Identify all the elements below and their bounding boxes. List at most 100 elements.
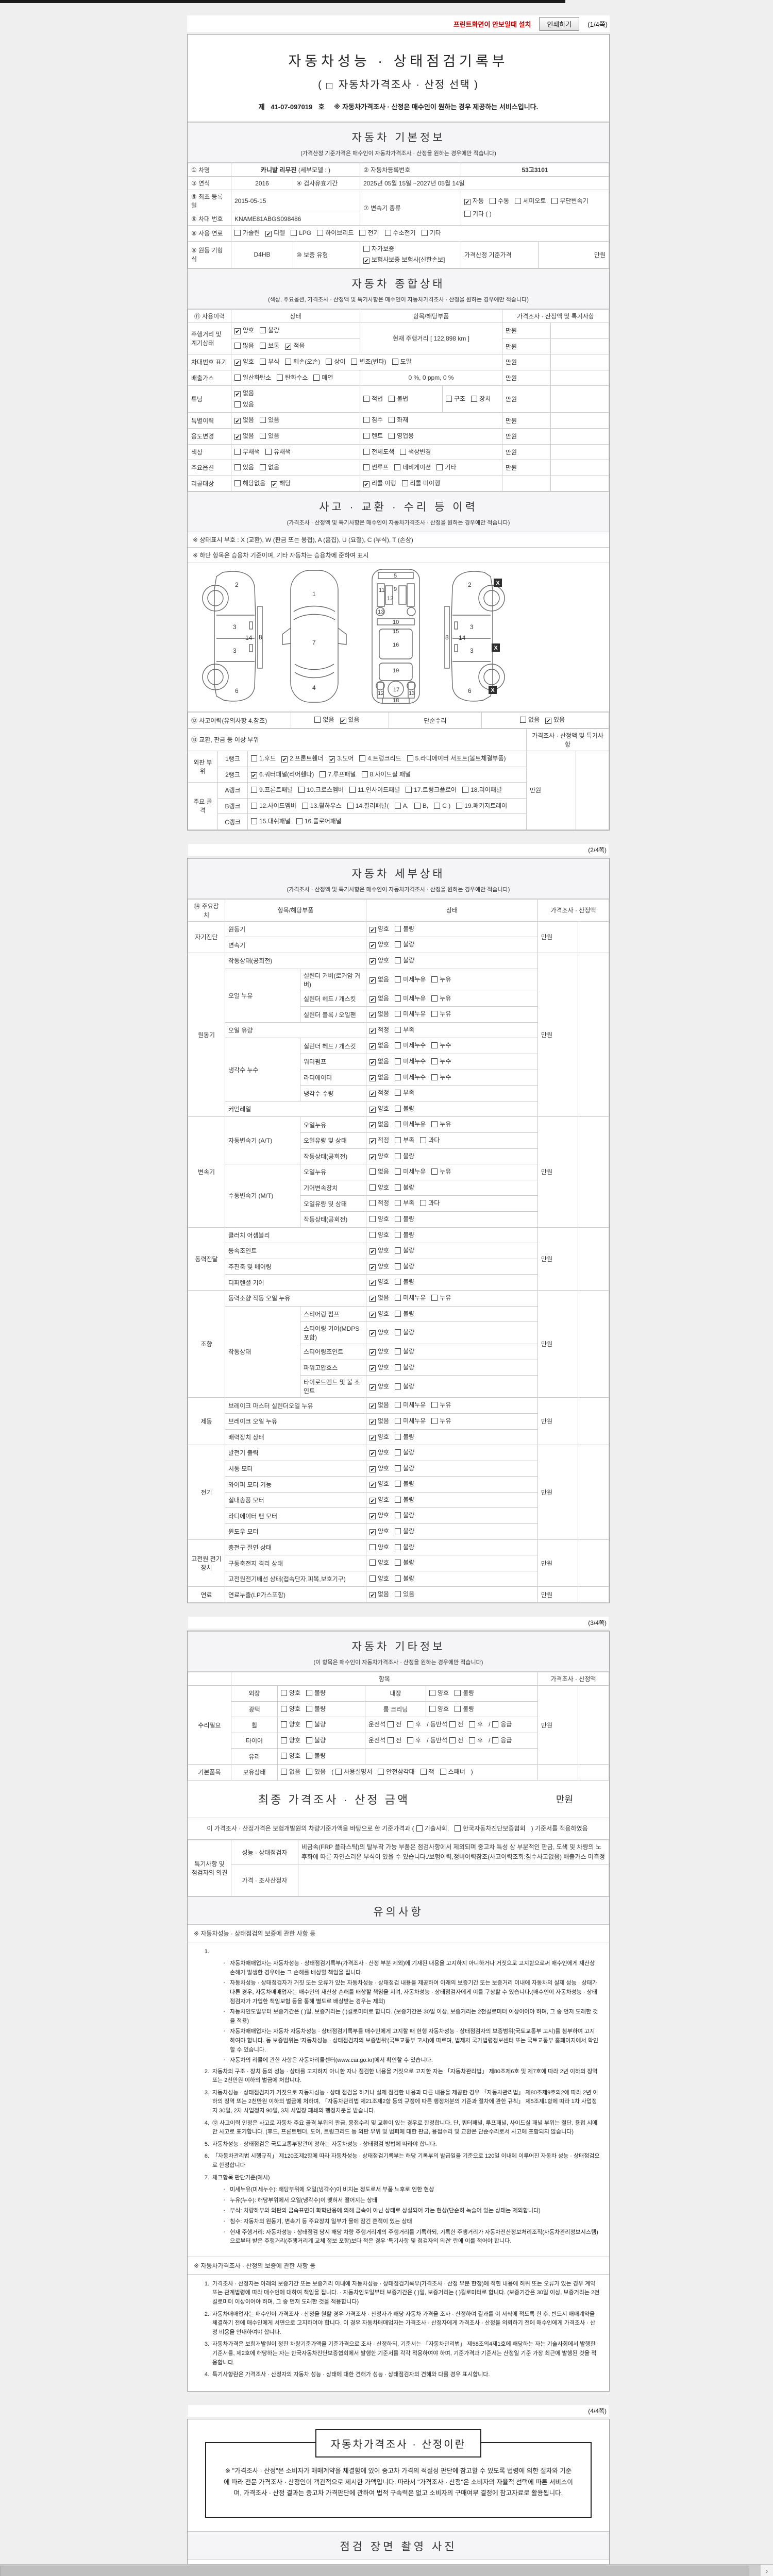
checkbox-unchecked: [395, 941, 401, 948]
checkbox-option: 무채색: [234, 447, 260, 458]
col-detail-price: 가격조사 · 산정액: [537, 899, 610, 922]
checkbox-option: 불량: [395, 924, 414, 935]
checkbox-checked: ✔: [369, 1434, 376, 1442]
checkbox-option: 미세누유: [395, 993, 426, 1005]
price-blank: [577, 1445, 610, 1540]
checkbox-option: 15.대쉬패널: [251, 816, 291, 827]
checkbox-unchecked: [359, 755, 366, 761]
item-label: 커먼레일: [224, 1100, 367, 1117]
sub-item-label: 오일유량 및 상태: [299, 1132, 367, 1149]
checkbox-checked: ✔: [369, 1280, 376, 1287]
checkbox-unchecked: [395, 1168, 401, 1175]
checkbox-checked: ✔: [369, 1330, 376, 1337]
status-options: ✔ 없음 미세누유 누유: [366, 990, 538, 1007]
page-1: 자동차성능 · 상태점검기록부 ( 자동차가격조사 · 산정 선택 ) 제 41…: [187, 34, 610, 831]
checkbox-option: ✔ 없음: [369, 1294, 390, 1302]
checkbox-unchecked: [395, 1465, 401, 1471]
checkbox-option: 안전삼각대: [378, 1767, 415, 1778]
checkbox-unchecked: [455, 1825, 461, 1832]
checkbox-option: 16.플로어패널: [296, 816, 342, 827]
gas-value: 0 %, 0 ppm, 0 %: [359, 369, 503, 386]
checkbox-option: ✔ 없음: [369, 1590, 390, 1599]
checkbox-option: 변조(변타): [351, 357, 386, 368]
checkbox-checked: ✔: [369, 1365, 376, 1372]
scrollbar-right-arrow[interactable]: ›: [761, 2565, 773, 2576]
checkbox-option: 미세누유: [395, 1416, 426, 1427]
checkbox-option: 있음: [234, 462, 254, 473]
status-options: ✔ 양호 불량: [366, 1321, 538, 1345]
price-unit: 만원: [537, 1227, 578, 1291]
checkbox-option: ✔ 양호: [369, 1512, 390, 1520]
checkbox-unchecked: [260, 464, 266, 471]
scrollbar-thumb[interactable]: [0, 2566, 749, 2576]
checkbox-option: 양호: [281, 1751, 300, 1762]
checkbox-option: 후: [407, 1735, 421, 1747]
remarks-table: 특기사항 및 점검자의 의견 성능 · 상태점검자 비금속(FRP 플라스틱)의 탈…: [188, 1840, 609, 1896]
checkbox-checked: ✔: [369, 1466, 376, 1473]
status-options: ✔ 없음 미세누유 누유: [366, 1006, 538, 1023]
checkbox-option: 수동: [490, 196, 509, 207]
checkbox-option: 누유: [431, 1400, 451, 1411]
checkbox-option: 침수: [363, 415, 383, 426]
price-unit: 만원: [502, 428, 551, 445]
checkbox-unchecked: [414, 802, 421, 809]
checkbox-checked: ✔: [369, 1497, 376, 1504]
final-price-row: 최종 가격조사 · 산정 금액 만원: [188, 1781, 609, 1818]
checkbox-unchecked: [407, 755, 413, 761]
checkbox-unchecked: [469, 1737, 476, 1743]
checkbox-checked: ✔: [369, 942, 376, 950]
checkbox-unchecked: [395, 976, 401, 982]
checkbox-option: 불량: [395, 1573, 414, 1585]
checkbox-checked: ✔: [369, 1059, 376, 1066]
notice-bullet: ㆍ 누유(누수): 해당부위에서 오일(냉각수)이 맺혀서 떨어지는 상태: [222, 2197, 378, 2204]
checkbox-unchecked: [421, 230, 428, 236]
repair-group-label: 수리필요: [188, 1685, 231, 1765]
item-label: 오일 유량: [224, 1022, 367, 1039]
price-blank: [577, 1397, 610, 1446]
checkbox-option: ✔ 적음: [285, 342, 305, 351]
checkbox-checked: ✔: [369, 977, 376, 984]
checkbox-option: ✔ 양호: [369, 1464, 390, 1473]
status-options: 많음 보통 ✔ 적음: [231, 338, 360, 354]
checkbox-checked: ✔: [369, 1450, 376, 1458]
svg-text:14: 14: [245, 634, 253, 641]
checkbox-unchecked: [395, 1026, 401, 1033]
checkbox-checked: ✔: [369, 926, 376, 934]
svg-text:16: 16: [393, 642, 399, 648]
checkbox-option: ✔ 없음: [369, 1121, 390, 1129]
checkbox-option: ✔ 디젤: [265, 229, 285, 238]
checkbox-unchecked: [251, 818, 257, 825]
print-button[interactable]: 인쇄하기: [539, 16, 580, 31]
svg-text:19: 19: [393, 668, 399, 674]
checkbox-option: 누유: [431, 974, 451, 986]
checkbox-checked: ✔: [369, 1027, 376, 1035]
item-label: 브레이크 오일 누유: [224, 1413, 367, 1430]
status-options: 양호 불량: [277, 1748, 365, 1765]
checkbox-checked: ✔: [369, 1482, 376, 1489]
price-unit: 만원: [537, 1290, 578, 1398]
page-indicator-3: (3/4쪽): [188, 1617, 609, 1629]
price-unit: 만원: [537, 921, 578, 954]
svg-text:3: 3: [233, 647, 237, 654]
checkbox-option: 7.루프패널: [320, 769, 356, 781]
checkbox-unchecked: [313, 374, 320, 381]
checkbox-unchecked: [281, 1690, 287, 1697]
exchange-price-head: 가격조사 · 산정액 및 특기사항: [526, 728, 610, 751]
sub-item-label: 라디에이터: [299, 1069, 367, 1086]
checkbox-checked: ✔: [369, 1513, 376, 1520]
sub-item-label: 작동상태(공회전): [299, 1211, 367, 1228]
horizontal-scrollbar[interactable]: ›: [0, 2564, 773, 2576]
checkbox-option: 8.사이드실 패널: [361, 769, 411, 781]
notice-bullet: ㆍ 침수: 자동차의 원동기, 변속기 등 주요장치 일부가 물에 잠긴 흔적이 …: [222, 2218, 412, 2225]
accident-history-table: ⑫ 사고이력(유의사항 4.참조) 없음 ✔ 있음 단순수리 없음 ✔ 있음: [188, 712, 609, 728]
checkbox-unchecked: [234, 401, 241, 408]
item-label: 작동상태: [225, 1306, 300, 1398]
checkbox-unchecked: [515, 197, 522, 204]
checkbox-unchecked: [395, 1449, 401, 1456]
vin-label: ⑥ 차대 번호: [188, 212, 231, 226]
status-options: ✔ 없음 미세누수 누수: [366, 1054, 538, 1070]
checkbox-option: 불량: [395, 1432, 414, 1443]
status-options: 양호 불량: [366, 1555, 538, 1571]
checkbox-unchecked: [395, 1383, 401, 1389]
checkbox-unchecked: [492, 1721, 499, 1728]
